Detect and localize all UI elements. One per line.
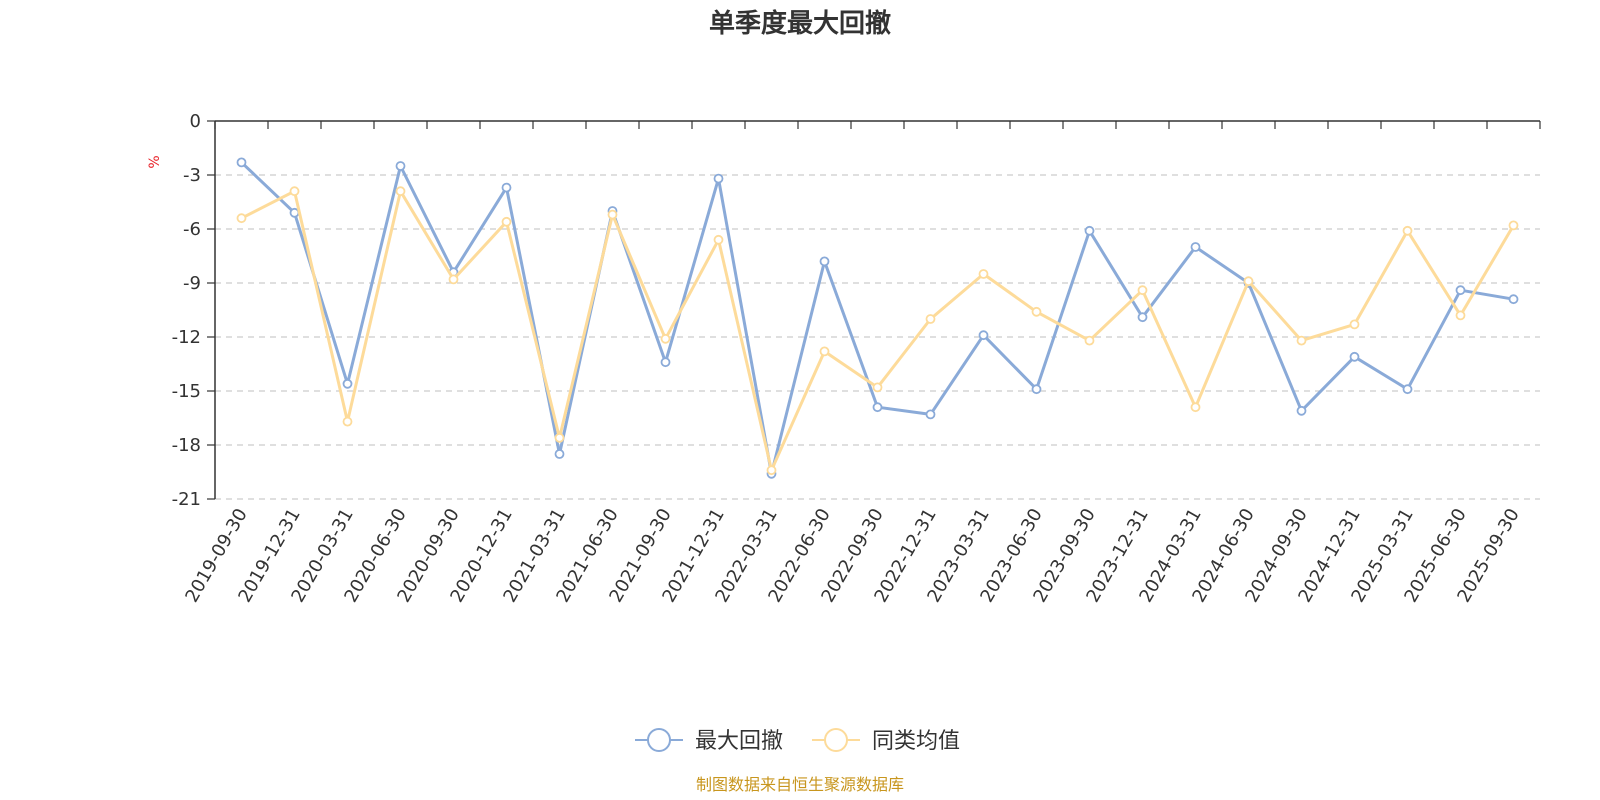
data-point[interactable] (925, 409, 936, 420)
data-point[interactable] (289, 186, 300, 197)
y-axis-unit-label: % (147, 155, 163, 168)
grid-lines (215, 174, 1540, 500)
data-point[interactable] (1137, 285, 1148, 296)
data-point[interactable] (342, 416, 353, 427)
data-point[interactable] (1084, 335, 1095, 346)
data-point[interactable] (1031, 384, 1042, 395)
data-point[interactable] (501, 182, 512, 193)
legend-label: 最大回撤 (695, 729, 783, 754)
series-lines (236, 157, 1519, 479)
data-point[interactable] (766, 465, 777, 476)
data-point[interactable] (1455, 310, 1466, 321)
data-point[interactable] (925, 314, 936, 324)
y-tick-label: 0 (190, 111, 201, 132)
data-point[interactable] (448, 274, 459, 285)
data-point[interactable] (1349, 319, 1360, 330)
data-point[interactable] (607, 209, 618, 220)
y-tick-label: -9 (183, 273, 201, 294)
data-point[interactable] (1508, 220, 1519, 231)
data-point[interactable] (554, 432, 565, 443)
legend-label: 同类均值 (872, 729, 960, 754)
data-point[interactable] (978, 269, 989, 279)
data-point[interactable] (1137, 312, 1148, 323)
data-point[interactable] (1455, 285, 1466, 296)
data-point[interactable] (1190, 242, 1201, 252)
data-point[interactable] (1243, 276, 1254, 287)
legend-item-2[interactable]: 同类均值 (812, 728, 960, 754)
y-tick-label: -12 (172, 327, 201, 348)
data-point[interactable] (395, 186, 406, 197)
data-point[interactable] (1296, 405, 1307, 416)
data-point[interactable] (819, 256, 830, 267)
y-tick-label: -21 (172, 489, 201, 510)
data-point[interactable] (1402, 225, 1413, 236)
data-point[interactable] (1402, 384, 1413, 395)
data-point[interactable] (872, 382, 883, 393)
data-point[interactable] (660, 357, 671, 368)
legend[interactable]: 最大回撤 同类均值 (635, 728, 960, 754)
y-tick-label: -3 (183, 165, 201, 186)
data-point[interactable] (713, 173, 724, 184)
data-point[interactable] (978, 330, 989, 341)
series-2 (236, 186, 1519, 476)
data-source-note: 制图数据来自恒生聚源数据库 (696, 775, 904, 794)
data-point[interactable] (554, 449, 565, 459)
data-point[interactable] (501, 216, 512, 227)
y-tick-label: -15 (172, 381, 201, 402)
data-point[interactable] (1296, 335, 1307, 346)
data-point[interactable] (236, 213, 247, 224)
data-point[interactable] (342, 378, 353, 389)
legend-marker-icon (647, 728, 671, 752)
data-point[interactable] (872, 402, 883, 413)
chart-title: 单季度最大回撤 (709, 8, 891, 39)
y-tick-label: -18 (172, 435, 201, 456)
legend-item-1[interactable]: 最大回撤 (635, 728, 783, 754)
legend-marker-icon (824, 728, 848, 752)
data-point[interactable] (1031, 306, 1042, 317)
data-point[interactable] (1190, 402, 1201, 413)
data-point[interactable] (1084, 225, 1095, 236)
data-point[interactable] (819, 346, 830, 357)
data-point[interactable] (1508, 294, 1519, 305)
data-point[interactable] (1349, 351, 1360, 362)
data-point[interactable] (236, 157, 247, 168)
series-1 (236, 157, 1519, 479)
data-point[interactable] (713, 234, 724, 245)
series-line (240, 161, 1514, 476)
data-point[interactable] (660, 333, 671, 344)
y-tick-label: -6 (183, 219, 201, 240)
axes: 0-3-6-9-12-15-18-212019-09-302019-12-312… (172, 111, 1541, 606)
data-point[interactable] (395, 161, 406, 171)
